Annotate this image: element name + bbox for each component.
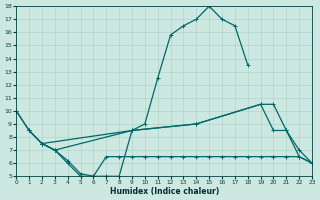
X-axis label: Humidex (Indice chaleur): Humidex (Indice chaleur) xyxy=(109,187,219,196)
